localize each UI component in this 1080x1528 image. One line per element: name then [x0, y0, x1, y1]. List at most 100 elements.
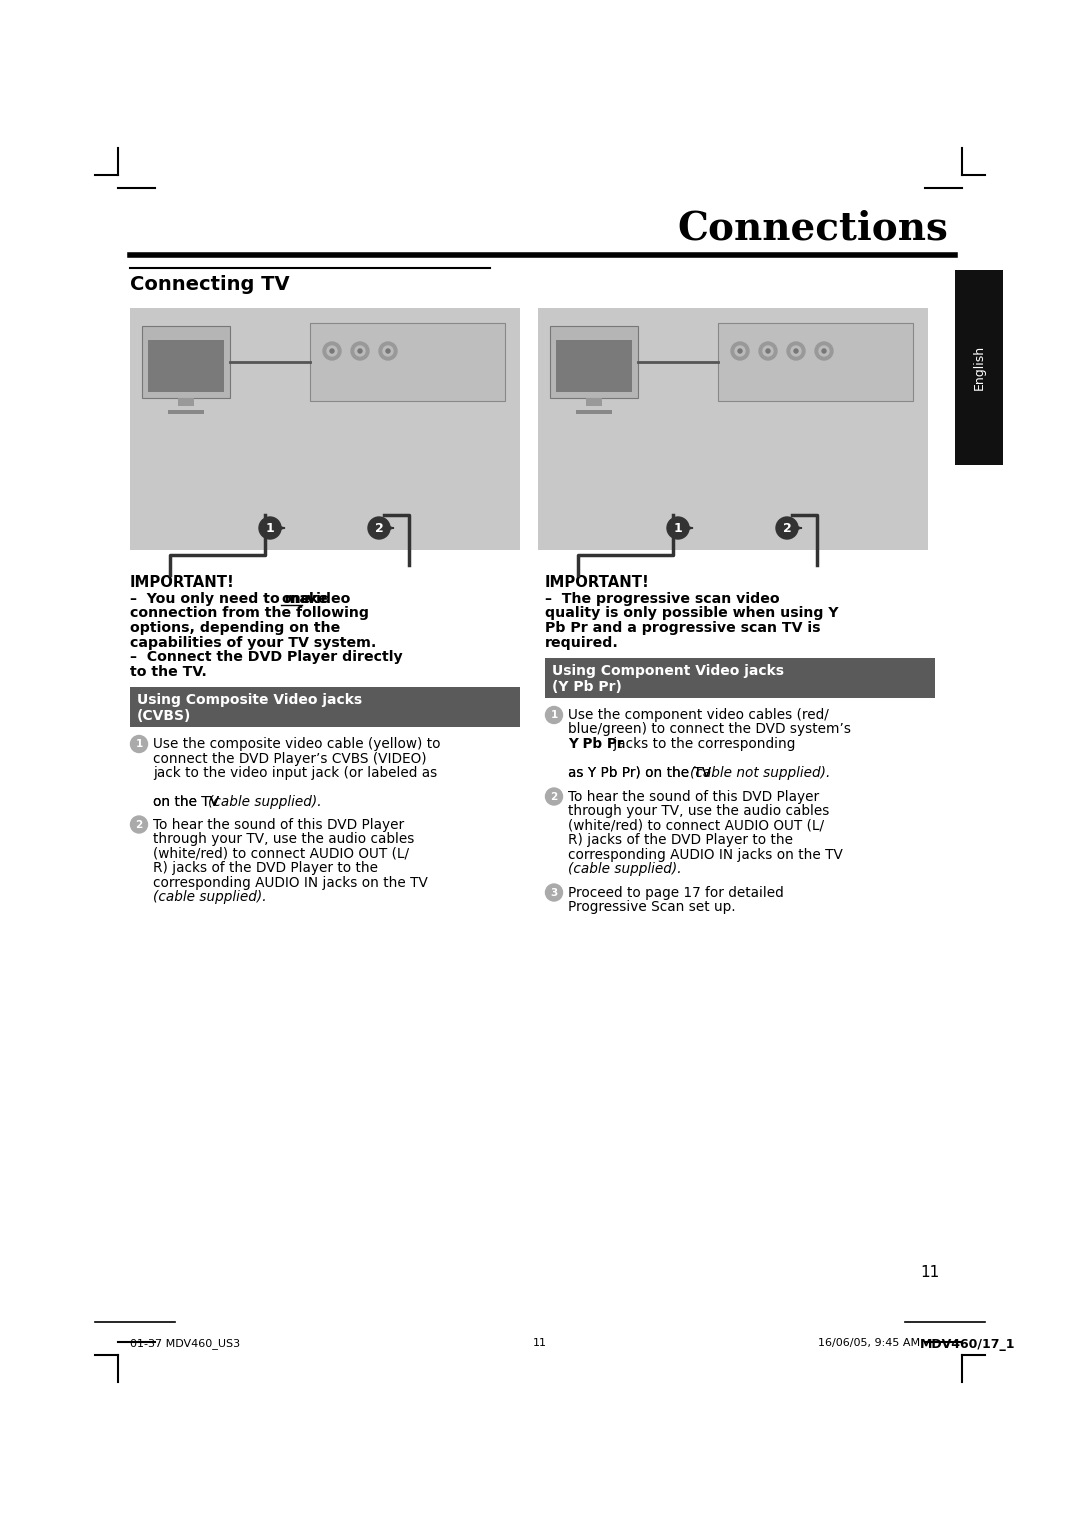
Text: on the TV: on the TV: [153, 795, 224, 808]
Text: –  The progressive scan video: – The progressive scan video: [545, 591, 780, 607]
Text: 2: 2: [135, 819, 143, 830]
Circle shape: [791, 345, 801, 356]
Text: connect the DVD Player’s CVBS (VIDEO): connect the DVD Player’s CVBS (VIDEO): [153, 752, 427, 766]
Text: (cable supplied).: (cable supplied).: [568, 862, 681, 876]
Text: as Y Pb Pr) on the TV: as Y Pb Pr) on the TV: [568, 766, 716, 779]
Text: Using Component Video jacks: Using Component Video jacks: [552, 665, 784, 678]
Circle shape: [738, 348, 742, 353]
Circle shape: [323, 342, 341, 361]
Text: R) jacks of the DVD Player to the: R) jacks of the DVD Player to the: [568, 833, 793, 847]
Text: –  Connect the DVD Player directly: – Connect the DVD Player directly: [130, 649, 403, 665]
Bar: [310, 322, 505, 400]
Circle shape: [545, 788, 563, 805]
Bar: [130, 309, 519, 550]
Text: 16/06/05, 9:45 AM: 16/06/05, 9:45 AM: [818, 1339, 920, 1348]
Bar: [130, 688, 519, 727]
Text: Connections: Connections: [677, 209, 948, 248]
Text: MDV460/17_1: MDV460/17_1: [920, 1339, 1015, 1351]
Text: Y Pb Pr: Y Pb Pr: [568, 736, 623, 750]
Text: 3: 3: [551, 888, 557, 897]
Text: 1: 1: [135, 740, 143, 749]
Text: 1: 1: [674, 521, 683, 535]
Text: Proceed to page 17 for detailed: Proceed to page 17 for detailed: [568, 886, 784, 900]
Bar: [148, 341, 224, 393]
Circle shape: [355, 345, 365, 356]
Text: one: one: [281, 591, 311, 607]
Circle shape: [357, 348, 362, 353]
Text: (Y Pb Pr): (Y Pb Pr): [552, 680, 622, 694]
Text: quality is only possible when using Y: quality is only possible when using Y: [545, 607, 838, 620]
Bar: [168, 410, 204, 414]
Circle shape: [259, 516, 281, 539]
Bar: [576, 410, 612, 414]
Circle shape: [667, 516, 689, 539]
Circle shape: [383, 345, 393, 356]
Circle shape: [735, 345, 745, 356]
Text: as Y Pb Pr) on the TV: as Y Pb Pr) on the TV: [568, 766, 716, 779]
Text: 1: 1: [266, 521, 274, 535]
Circle shape: [351, 342, 369, 361]
Text: To hear the sound of this DVD Player: To hear the sound of this DVD Player: [153, 817, 404, 831]
Text: English: English: [972, 345, 986, 390]
Text: R) jacks of the DVD Player to the: R) jacks of the DVD Player to the: [153, 860, 378, 876]
Text: connection from the following: connection from the following: [130, 607, 369, 620]
Circle shape: [545, 885, 563, 902]
Text: 2: 2: [551, 792, 557, 802]
Text: 1: 1: [551, 711, 557, 720]
Text: corresponding AUDIO IN jacks on the TV: corresponding AUDIO IN jacks on the TV: [568, 848, 842, 862]
Text: (CVBS): (CVBS): [137, 709, 191, 723]
Text: jack to the video input jack (or labeled as: jack to the video input jack (or labeled…: [153, 766, 437, 779]
Bar: [545, 659, 935, 698]
Text: 11: 11: [534, 1339, 546, 1348]
Bar: [556, 341, 632, 393]
Bar: [955, 270, 1003, 465]
Text: A/V In, Video In, Composite or Baseband): A/V In, Video In, Composite or Baseband): [153, 781, 435, 795]
Text: (white/red) to connect AUDIO OUT (L/: (white/red) to connect AUDIO OUT (L/: [153, 847, 409, 860]
Text: Progressive Scan set up.: Progressive Scan set up.: [568, 900, 735, 914]
Text: jacks to the corresponding: jacks to the corresponding: [609, 736, 796, 750]
Bar: [568, 750, 968, 767]
Circle shape: [731, 342, 750, 361]
Circle shape: [777, 516, 798, 539]
Circle shape: [379, 342, 397, 361]
Text: through your TV, use the audio cables: through your TV, use the audio cables: [568, 804, 829, 817]
Text: Pb Pr and a progressive scan TV is: Pb Pr and a progressive scan TV is: [545, 620, 821, 636]
Circle shape: [815, 342, 833, 361]
Bar: [586, 397, 602, 406]
Text: to the TV.: to the TV.: [130, 665, 207, 678]
Text: 2: 2: [375, 521, 383, 535]
Circle shape: [766, 348, 770, 353]
Text: on the TV: on the TV: [153, 795, 224, 808]
Bar: [178, 397, 194, 406]
Text: (cable supplied).: (cable supplied).: [153, 889, 267, 905]
Text: (cable supplied).: (cable supplied).: [208, 795, 322, 808]
Text: To hear the sound of this DVD Player: To hear the sound of this DVD Player: [568, 790, 819, 804]
Text: IMPORTANT!: IMPORTANT!: [130, 575, 234, 590]
Text: (cable not supplied).: (cable not supplied).: [690, 766, 831, 779]
Text: blue/green) to connect the DVD system’s: blue/green) to connect the DVD system’s: [568, 723, 851, 736]
Circle shape: [131, 735, 148, 752]
Circle shape: [330, 348, 334, 353]
Bar: [141, 325, 230, 397]
Text: (white/red) to connect AUDIO OUT (L/: (white/red) to connect AUDIO OUT (L/: [568, 819, 824, 833]
Text: Connecting TV: Connecting TV: [130, 275, 289, 293]
Bar: [550, 325, 638, 397]
Circle shape: [822, 348, 826, 353]
Circle shape: [794, 348, 798, 353]
Text: 11: 11: [921, 1265, 940, 1280]
Text: corresponding AUDIO IN jacks on the TV: corresponding AUDIO IN jacks on the TV: [153, 876, 428, 889]
Text: Component video input jacks (or labeled: Component video input jacks (or labeled: [568, 752, 847, 766]
Circle shape: [819, 345, 829, 356]
Bar: [718, 322, 913, 400]
Circle shape: [787, 342, 805, 361]
Circle shape: [545, 706, 563, 723]
Text: required.: required.: [545, 636, 619, 649]
Text: video: video: [302, 591, 351, 607]
Text: Use the composite video cable (yellow) to: Use the composite video cable (yellow) t…: [153, 736, 441, 750]
Bar: [153, 779, 553, 796]
Text: Using Composite Video jacks: Using Composite Video jacks: [137, 694, 362, 707]
Circle shape: [368, 516, 390, 539]
Text: options, depending on the: options, depending on the: [130, 620, 340, 636]
Bar: [538, 309, 928, 550]
Circle shape: [762, 345, 773, 356]
